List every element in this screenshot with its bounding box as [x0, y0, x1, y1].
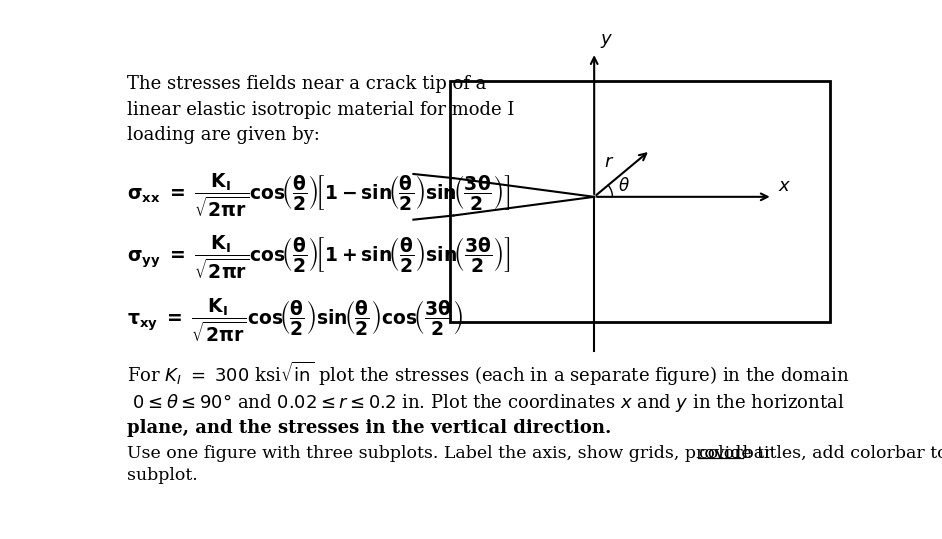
Text: For $K_I\ =\ 300$ ksi$\sqrt{\mathrm{in}}$ plot the stresses (each in a separate : For $K_I\ =\ 300$ ksi$\sqrt{\mathrm{in}}… [126, 360, 849, 388]
Text: Use one figure with three subplots. Label the axis, show grids, provide titles, : Use one figure with three subplots. Labe… [126, 445, 942, 462]
Text: $\mathbf{\sigma_{xx}}\ \mathbf{=}\ \mathbf{\dfrac{K_I}{\sqrt{2\pi r}}cos\!\left(: $\mathbf{\sigma_{xx}}\ \mathbf{=}\ \math… [126, 172, 510, 219]
Text: $r$: $r$ [604, 154, 614, 171]
Text: $x$: $x$ [778, 177, 791, 195]
Text: $0\leq\theta\leq 90°$ and $0.02\leq r\leq 0.2$ in. Plot the coordinates $x$ and : $0\leq\theta\leq 90°$ and $0.02\leq r\le… [126, 392, 844, 414]
Text: The stresses fields near a crack tip of a
linear elastic isotropic material for : The stresses fields near a crack tip of … [126, 75, 514, 144]
Text: plane, and the stresses in the vertical direction.: plane, and the stresses in the vertical … [126, 419, 610, 437]
Text: $\mathbf{\sigma_{yy}}\ \mathbf{=}\ \mathbf{\dfrac{K_I}{\sqrt{2\pi r}}cos\!\left(: $\mathbf{\sigma_{yy}}\ \mathbf{=}\ \math… [126, 234, 510, 281]
Text: $y$: $y$ [600, 32, 613, 50]
Text: subplot.: subplot. [126, 467, 197, 484]
Text: $\theta$: $\theta$ [618, 177, 630, 195]
Bar [450, 81, 830, 322]
Text: colorbar: colorbar [698, 445, 772, 462]
Text: $\mathbf{\tau_{xy}}\ \mathbf{=}\ \mathbf{\dfrac{K_I}{\sqrt{2\pi r}}cos\!\left(\d: $\mathbf{\tau_{xy}}\ \mathbf{=}\ \mathbf… [126, 296, 463, 344]
